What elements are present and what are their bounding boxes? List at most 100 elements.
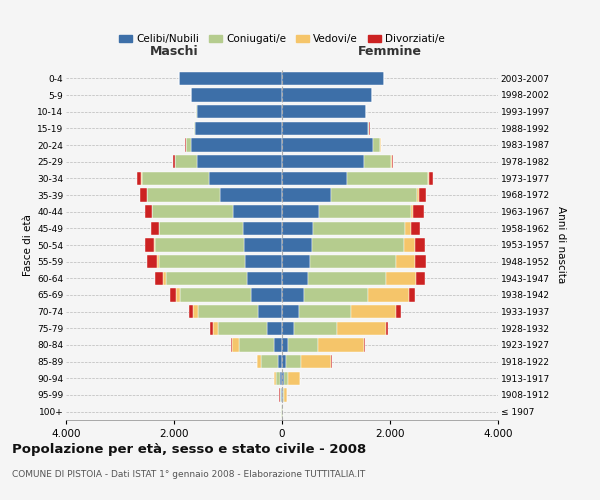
Bar <box>191 88 282 102</box>
Bar <box>175 155 197 168</box>
Bar <box>278 355 282 368</box>
Bar <box>137 172 142 185</box>
Bar <box>282 105 366 118</box>
Bar <box>220 188 282 202</box>
Bar <box>194 122 282 135</box>
Bar <box>337 322 386 335</box>
Bar <box>245 255 282 268</box>
Bar <box>147 255 157 268</box>
Bar <box>231 338 232 351</box>
Bar <box>392 155 393 168</box>
Bar <box>191 138 282 151</box>
Bar <box>319 205 410 218</box>
Bar <box>157 255 159 268</box>
Bar <box>282 205 319 218</box>
Bar <box>151 222 159 235</box>
Bar <box>413 205 424 218</box>
Bar <box>368 122 369 135</box>
Bar <box>410 222 420 235</box>
Bar <box>166 272 247 285</box>
Bar <box>154 238 155 252</box>
Bar <box>419 188 425 202</box>
Bar <box>386 322 388 335</box>
Bar <box>282 338 289 351</box>
Bar <box>282 322 294 335</box>
Text: Popolazione per età, sesso e stato civile - 2008: Popolazione per età, sesso e stato civil… <box>12 442 366 456</box>
Bar <box>280 388 281 402</box>
Bar <box>188 305 193 318</box>
Bar <box>331 188 417 202</box>
Bar <box>274 372 276 385</box>
Bar <box>312 238 404 252</box>
Bar <box>282 238 312 252</box>
Bar <box>155 272 163 285</box>
Bar <box>163 272 166 285</box>
Bar <box>218 322 267 335</box>
Bar <box>288 372 300 385</box>
Bar <box>416 272 425 285</box>
Bar <box>350 305 397 318</box>
Bar <box>267 322 282 335</box>
Bar <box>284 372 288 385</box>
Bar <box>282 372 284 385</box>
Bar <box>210 322 213 335</box>
Bar <box>415 238 425 252</box>
Bar <box>282 355 286 368</box>
Bar <box>364 155 391 168</box>
Bar <box>197 155 282 168</box>
Bar <box>276 372 280 385</box>
Bar <box>243 222 282 235</box>
Bar <box>145 238 154 252</box>
Bar <box>282 122 368 135</box>
Bar <box>368 288 409 302</box>
Bar <box>282 155 364 168</box>
Bar <box>213 322 218 335</box>
Bar <box>286 355 301 368</box>
Bar <box>404 238 415 252</box>
Bar <box>197 105 282 118</box>
Bar <box>310 255 397 268</box>
Bar <box>428 172 429 185</box>
Bar <box>257 355 262 368</box>
Bar <box>176 288 181 302</box>
Bar <box>283 388 284 402</box>
Bar <box>232 338 239 351</box>
Bar <box>294 322 337 335</box>
Bar <box>282 288 304 302</box>
Y-axis label: Fasce di età: Fasce di età <box>23 214 33 276</box>
Bar <box>262 355 278 368</box>
Bar <box>299 305 350 318</box>
Bar <box>347 172 428 185</box>
Bar <box>274 338 282 351</box>
Bar <box>258 305 282 318</box>
Bar <box>173 155 175 168</box>
Legend: Celibi/Nubili, Coniugati/e, Vedovi/e, Divorziati/e: Celibi/Nubili, Coniugati/e, Vedovi/e, Di… <box>115 30 449 48</box>
Y-axis label: Anni di nascita: Anni di nascita <box>556 206 566 284</box>
Bar <box>284 388 287 402</box>
Bar <box>193 305 198 318</box>
Bar <box>160 222 243 235</box>
Bar <box>239 338 274 351</box>
Bar <box>233 205 282 218</box>
Bar <box>280 372 282 385</box>
Text: Maschi: Maschi <box>149 44 199 58</box>
Text: COMUNE DI PISTOIA - Dati ISTAT 1° gennaio 2008 - Elaborazione TUTTITALIA.IT: COMUNE DI PISTOIA - Dati ISTAT 1° gennai… <box>12 470 365 479</box>
Bar <box>373 138 380 151</box>
Bar <box>282 138 373 151</box>
Bar <box>186 138 191 151</box>
Bar <box>308 272 386 285</box>
Bar <box>409 288 415 302</box>
Bar <box>415 255 426 268</box>
Bar <box>155 238 244 252</box>
Bar <box>244 238 282 252</box>
Bar <box>152 205 233 218</box>
Bar <box>140 188 147 202</box>
Bar <box>281 388 282 402</box>
Bar <box>282 255 310 268</box>
Bar <box>282 172 347 185</box>
Bar <box>209 172 282 185</box>
Bar <box>405 222 410 235</box>
Bar <box>179 72 282 85</box>
Bar <box>170 288 176 302</box>
Bar <box>364 338 365 351</box>
